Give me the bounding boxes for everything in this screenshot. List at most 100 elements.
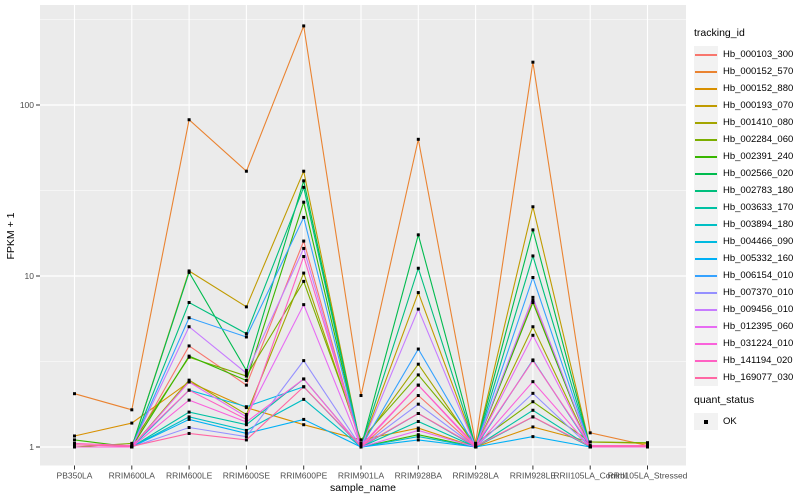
data-point xyxy=(244,335,248,339)
data-point xyxy=(244,423,248,427)
data-point xyxy=(302,169,306,173)
data-point xyxy=(302,359,306,363)
data-point xyxy=(302,417,306,421)
legend-entry: Hb_005332_160 xyxy=(694,250,798,267)
data-point xyxy=(416,402,420,406)
line-swatch-icon xyxy=(695,292,717,294)
legend-label: Hb_003894_180 xyxy=(723,219,794,230)
data-point xyxy=(531,298,535,302)
y-axis-title: FPKM + 1 xyxy=(5,212,17,260)
line-swatch-icon xyxy=(695,275,717,277)
x-tick-label: RRIM928LA xyxy=(452,471,499,481)
data-point xyxy=(416,307,420,311)
data-point xyxy=(187,388,191,392)
line-swatch-icon xyxy=(695,377,717,379)
data-point xyxy=(187,426,191,430)
legend-entry: Hb_000193_070 xyxy=(694,97,798,114)
legend-entry: Hb_003633_170 xyxy=(694,199,798,216)
data-point xyxy=(416,383,420,387)
data-point xyxy=(302,303,306,307)
legend-entries-tracking-id: Hb_000103_300 Hb_000152_570 Hb_000152_880 H… xyxy=(694,46,798,386)
data-point xyxy=(302,200,306,204)
legend-entry: Hb_000152_880 xyxy=(694,80,798,97)
line-swatch-icon xyxy=(695,122,717,124)
legend-entry: Hb_002391_240 xyxy=(694,148,798,165)
data-point xyxy=(531,205,535,209)
legend-label: Hb_000193_070 xyxy=(723,100,794,111)
x-tick-label: RRIM600LE xyxy=(166,471,213,481)
data-point xyxy=(416,419,420,423)
y-tick-label: 1 xyxy=(29,442,34,452)
legend-title-tracking-id: tracking_id xyxy=(694,27,745,39)
data-point xyxy=(416,291,420,295)
color-line-swatch xyxy=(694,148,718,165)
line-swatch-icon xyxy=(695,105,717,107)
legend-entry: Hb_001410_080 xyxy=(694,114,798,131)
data-point xyxy=(244,405,248,409)
data-point xyxy=(531,300,535,304)
data-point xyxy=(73,445,76,449)
legend-label: Hb_002284_060 xyxy=(723,134,794,145)
line-swatch-icon xyxy=(695,343,717,345)
data-point xyxy=(531,408,535,412)
data-point xyxy=(302,215,306,219)
data-point xyxy=(531,333,535,337)
line-swatch-icon xyxy=(695,258,717,260)
data-point xyxy=(588,440,592,444)
legend: tracking_id Hb_000103_300 Hb_000152_570 Hb… xyxy=(694,27,798,430)
legend-entry: Hb_012395_060 xyxy=(694,318,798,335)
legend-entry: Hb_169077_030 xyxy=(694,369,798,386)
legend-entry: Hb_000152_570 xyxy=(694,63,798,80)
data-point xyxy=(244,420,248,424)
legend-label: Hb_003633_170 xyxy=(723,202,794,213)
data-point xyxy=(187,270,191,274)
data-point xyxy=(531,391,535,395)
data-point xyxy=(531,425,535,429)
data-point xyxy=(416,412,420,416)
legend-label: Hb_002566_020 xyxy=(723,168,794,179)
data-point xyxy=(302,179,306,183)
x-tick-label: RRIM600LA xyxy=(109,471,156,481)
legend-label: Hb_000152_570 xyxy=(723,66,794,77)
data-point xyxy=(588,431,592,435)
data-point xyxy=(416,426,420,430)
legend-label: Hb_000152_880 xyxy=(723,83,794,94)
data-point xyxy=(302,185,306,189)
color-line-swatch xyxy=(694,267,718,284)
data-point xyxy=(187,378,191,382)
legend-entry: Hb_004466_090 xyxy=(694,233,798,250)
data-point xyxy=(244,415,248,419)
legend-label: Hb_031224_010 xyxy=(723,338,794,349)
x-tick-label: RRIM928BA xyxy=(395,471,443,481)
data-point xyxy=(244,371,248,375)
color-line-swatch xyxy=(694,216,718,233)
x-axis-title: sample_name xyxy=(330,482,396,494)
data-point xyxy=(416,137,420,141)
data-point xyxy=(474,441,478,445)
legend-entry: Hb_141194_020 xyxy=(694,352,798,369)
data-point xyxy=(244,417,248,421)
legend-entry: Hb_002783_180 xyxy=(694,182,798,199)
data-point xyxy=(130,444,134,448)
data-point xyxy=(187,325,191,329)
data-point xyxy=(244,438,248,442)
data-point xyxy=(531,295,535,299)
line-swatch-icon xyxy=(695,360,717,362)
line-swatch-icon xyxy=(695,326,717,328)
data-point xyxy=(531,359,535,363)
data-point xyxy=(359,438,363,442)
data-point xyxy=(302,423,306,427)
y-tick-label: 100 xyxy=(20,100,34,110)
legend-label: Hb_009456_010 xyxy=(723,304,794,315)
line-swatch-icon xyxy=(695,241,717,243)
data-point xyxy=(359,444,363,448)
data-point xyxy=(187,354,191,358)
color-line-swatch xyxy=(694,131,718,148)
data-point xyxy=(416,233,420,237)
data-point xyxy=(130,421,134,425)
legend-label: Hb_006154_010 xyxy=(723,270,794,281)
data-point xyxy=(416,428,420,432)
data-point xyxy=(187,118,191,122)
data-point xyxy=(531,254,535,258)
data-point xyxy=(531,325,535,329)
